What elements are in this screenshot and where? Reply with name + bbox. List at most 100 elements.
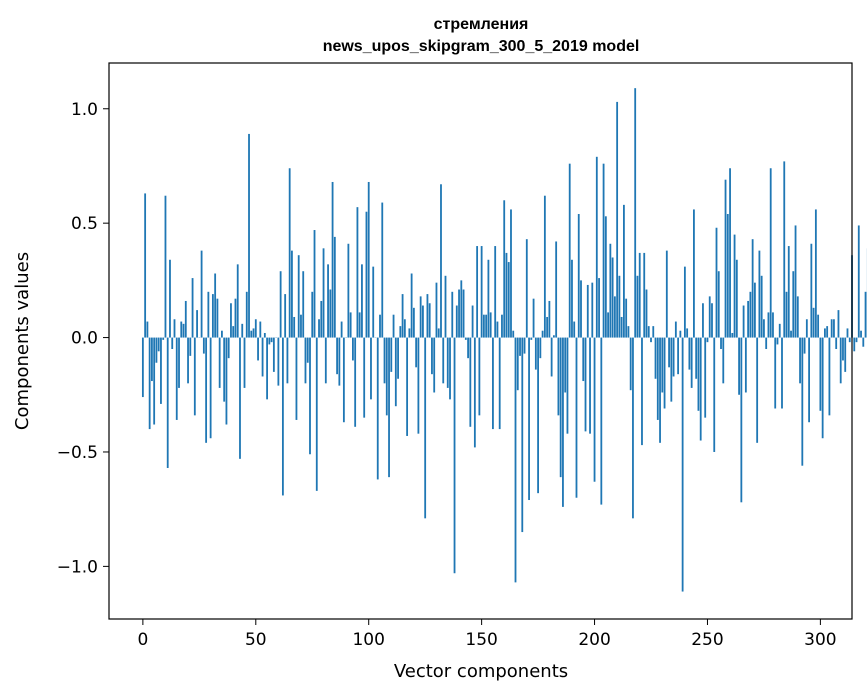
chart-title-line-1: стремления [434, 16, 529, 33]
bar-265 [740, 338, 742, 503]
bar-268 [747, 301, 749, 338]
bar-299 [817, 315, 819, 338]
bar-124 [422, 306, 424, 338]
bar-1 [144, 193, 146, 337]
bar-6 [156, 338, 158, 363]
bar-120 [413, 308, 415, 338]
bar-251 [709, 296, 711, 337]
bar-104 [377, 338, 379, 480]
bar-43 [239, 338, 241, 459]
bar-275 [763, 319, 765, 337]
bar-107 [384, 338, 386, 384]
bar-283 [781, 338, 783, 409]
bar-145 [469, 338, 471, 427]
bar-189 [569, 164, 571, 338]
bar-310 [842, 338, 844, 361]
bar-136 [449, 338, 451, 400]
bar-58 [273, 338, 275, 372]
bar-186 [562, 338, 564, 507]
bar-235 [673, 338, 675, 377]
bar-229 [659, 338, 661, 443]
bar-270 [752, 239, 754, 337]
bar-61 [280, 271, 282, 337]
bar-194 [580, 280, 582, 337]
bar-223 [646, 290, 648, 338]
bar-75 [311, 292, 313, 338]
bar-282 [779, 324, 781, 338]
bar-285 [786, 292, 788, 338]
bar-21 [189, 338, 191, 356]
bar-309 [840, 338, 842, 384]
bar-257 [722, 338, 724, 384]
bar-158 [499, 338, 501, 430]
bar-197 [587, 285, 589, 338]
bar-42 [237, 264, 239, 337]
bar-0 [142, 338, 144, 397]
bar-307 [835, 338, 837, 349]
bar-253 [713, 338, 715, 452]
bar-254 [716, 228, 718, 338]
bar-210 [616, 102, 618, 338]
bar-67 [293, 317, 295, 338]
bar-74 [309, 338, 311, 455]
bar-272 [756, 338, 758, 443]
bar-288 [792, 271, 794, 337]
y-tick-label: 0.0 [71, 329, 98, 349]
bar-115 [402, 294, 404, 337]
bar-245 [695, 338, 697, 379]
bar-106 [381, 203, 383, 338]
bar-121 [415, 338, 417, 368]
bar-3 [149, 338, 151, 430]
x-tick-label: 200 [578, 630, 610, 650]
bar-271 [754, 283, 756, 338]
bar-218 [634, 88, 636, 337]
bar-151 [483, 315, 485, 338]
bar-195 [582, 338, 584, 381]
bar-51 [257, 338, 259, 361]
bar-96 [359, 312, 361, 337]
bar-41 [235, 299, 237, 338]
bar-178 [544, 196, 546, 338]
bar-205 [605, 216, 607, 337]
bar-293 [804, 338, 806, 354]
bar-317 [858, 225, 860, 337]
bar-152 [485, 315, 487, 338]
bar-148 [476, 246, 478, 338]
bar-231 [664, 338, 666, 409]
bar-10 [165, 196, 167, 338]
bar-76 [314, 230, 316, 338]
bar-300 [819, 338, 821, 411]
bar-311 [844, 338, 846, 372]
bar-159 [501, 315, 503, 338]
bar-147 [474, 338, 476, 448]
bar-149 [478, 338, 480, 416]
bar-23 [194, 338, 196, 416]
bar-184 [558, 338, 560, 416]
bar-122 [417, 338, 419, 434]
bar-63 [284, 294, 286, 337]
bar-54 [264, 333, 266, 338]
bar-47 [248, 134, 250, 338]
bar-227 [655, 338, 657, 379]
bar-37 [226, 338, 228, 425]
bar-320 [865, 292, 867, 338]
bar-84 [332, 182, 334, 338]
bar-281 [777, 338, 779, 345]
bar-255 [718, 271, 720, 337]
bar-199 [591, 283, 593, 338]
bar-319 [862, 338, 864, 347]
bar-193 [578, 214, 580, 338]
bar-133 [442, 338, 444, 384]
bar-269 [749, 292, 751, 338]
bar-128 [431, 338, 433, 375]
bar-286 [788, 246, 790, 338]
bar-259 [727, 214, 729, 338]
bar-292 [801, 338, 803, 466]
bar-32 [214, 274, 216, 338]
x-tick-label: 300 [804, 630, 836, 650]
bar-280 [774, 338, 776, 409]
bar-82 [327, 264, 329, 337]
bar-7 [158, 338, 160, 352]
bar-30 [210, 338, 212, 439]
bar-161 [506, 253, 508, 338]
